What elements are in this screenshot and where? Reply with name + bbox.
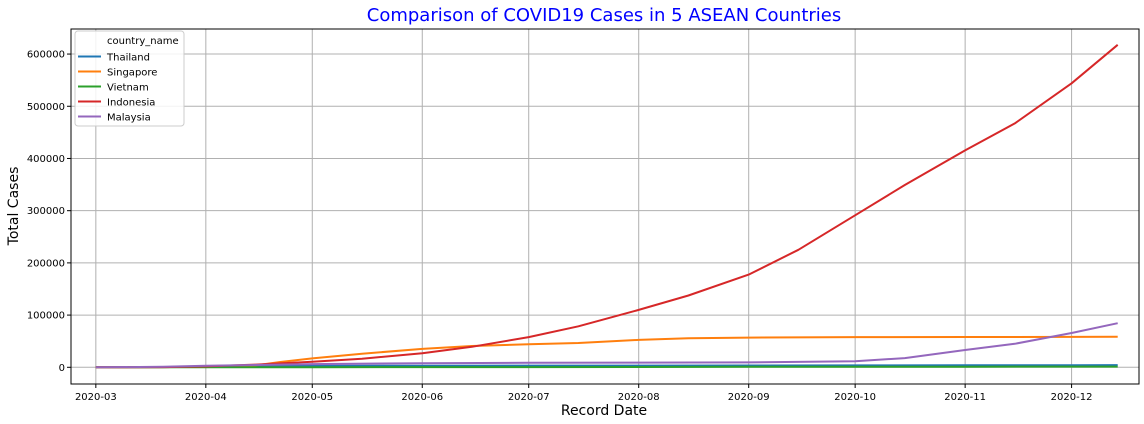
x-tick-label: 2020-04 [185, 392, 227, 403]
legend-label-vietnam: Vietnam [107, 83, 149, 94]
legend-label-indonesia: Indonesia [107, 98, 155, 109]
grid [71, 29, 1139, 384]
x-tick-label: 2020-11 [944, 392, 986, 403]
y-tick-label: 400000 [27, 154, 65, 165]
x-tick-label: 2020-03 [75, 392, 117, 403]
x-tick-label: 2020-09 [728, 392, 770, 403]
legend: country_name Thailand Singapore Vietnam Ind… [74, 30, 185, 127]
x-axis-ticks: 2020-03 2020-04 2020-05 2020-06 2020-07 2020-… [75, 384, 1093, 403]
x-tick-label: 2020-05 [291, 392, 333, 403]
y-axis-label: Total Cases [6, 167, 22, 247]
legend-box [74, 30, 185, 127]
x-tick-label: 2020-07 [508, 392, 550, 403]
y-axis-ticks: 0 100000 200000 300000 400000 500000 600000 [27, 50, 71, 374]
plot-area-frame [70, 28, 1140, 385]
x-tick-label: 2020-10 [834, 392, 876, 403]
y-tick-label: 0 [59, 363, 65, 374]
y-tick-label: 500000 [27, 102, 65, 113]
x-tick-label: 2020-08 [618, 392, 660, 403]
legend-label-malaysia: Malaysia [107, 113, 151, 124]
y-tick-label: 100000 [27, 311, 65, 322]
x-tick-label: 2020-06 [401, 392, 443, 403]
legend-label-thailand: Thailand [106, 53, 150, 64]
legend-entries: Thailand Singapore Vietnam Indonesia Malaysi… [78, 53, 157, 124]
x-tick-label: 2020-12 [1051, 392, 1093, 403]
series-line-vietnam [95, 365, 1118, 369]
y-tick-label: 200000 [27, 258, 65, 269]
legend-label-singapore: Singapore [107, 68, 157, 79]
legend-title: country_name [107, 36, 179, 47]
y-tick-label: 300000 [27, 206, 65, 217]
chart-title: Comparison of COVID19 Cases in 5 ASEAN C… [367, 5, 841, 26]
series-line-malaysia [95, 322, 1118, 369]
series-line-indonesia [95, 44, 1119, 369]
y-tick-label: 600000 [27, 50, 65, 61]
series-lines [95, 44, 1119, 369]
x-axis-label: Record Date [561, 403, 647, 419]
